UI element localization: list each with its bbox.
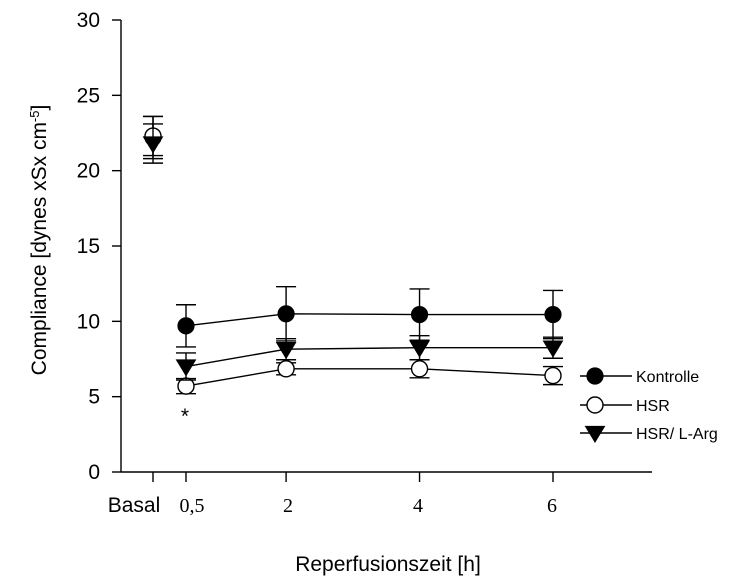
data-point [542, 340, 564, 358]
y-tick-label: 10 [77, 310, 100, 333]
y-axis-label: Compliance [dynes xSx cm-5] [27, 105, 52, 376]
data-point [277, 360, 295, 378]
data-point [410, 305, 429, 324]
legend-label: HSR [636, 398, 670, 415]
data-point [277, 305, 295, 323]
x-tick-label: 4 [413, 495, 423, 517]
y-axis-label-superscript: -5 [27, 111, 42, 123]
x-tick-label: Basal [108, 494, 161, 517]
series-layer [142, 115, 564, 395]
series-hsr-l-arg [142, 123, 564, 381]
data-point [409, 340, 430, 358]
series-kontrolle [143, 115, 563, 348]
series-line [185, 313, 553, 327]
x-tick-label: 2 [283, 495, 293, 517]
axes [120, 20, 652, 473]
y-tick-label: 20 [77, 160, 100, 183]
y-tick-label: 25 [77, 84, 100, 107]
legend-label: HSR/ L-Arg [636, 426, 718, 443]
legend-marker [584, 425, 606, 443]
y-tick-label: 5 [88, 386, 100, 409]
series-line [185, 368, 554, 387]
y-tick-label: 0 [88, 461, 100, 484]
x-axis-label: Reperfusionszeit [h] [295, 553, 481, 576]
y-tick-label: 15 [77, 235, 100, 258]
x-tick-label: 0,5 [180, 495, 205, 517]
legend: Kontrolle HSR HSR/ L-Arg [580, 367, 718, 443]
data-point-basal [142, 136, 164, 154]
legend-item: HSR/ L-Arg [580, 425, 718, 443]
data-point [544, 366, 562, 385]
y-axis-ticks: 0 5 10 15 20 25 30 [77, 9, 121, 484]
data-point [177, 317, 195, 335]
legend-marker [586, 396, 604, 414]
legend-item: Kontrolle [580, 367, 699, 386]
data-point [175, 359, 197, 377]
y-tick-label: 30 [77, 9, 100, 32]
annotations: * [181, 405, 189, 428]
data-point [275, 342, 297, 360]
y-axis-label-close: ] [28, 105, 51, 111]
legend-item: HSR [580, 396, 670, 415]
legend-marker [586, 367, 604, 385]
series-line [185, 347, 553, 368]
x-tick-label: 6 [547, 495, 557, 517]
legend-label: Kontrolle [636, 369, 699, 386]
data-point [544, 305, 562, 324]
series-hsr [143, 115, 563, 395]
data-point [410, 360, 429, 378]
x-axis-ticks: Basal 0,5 2 4 6 [108, 472, 557, 517]
significance-marker: * [181, 405, 189, 428]
y-axis-label-main: Compliance [dynes xSx cm [28, 122, 51, 375]
